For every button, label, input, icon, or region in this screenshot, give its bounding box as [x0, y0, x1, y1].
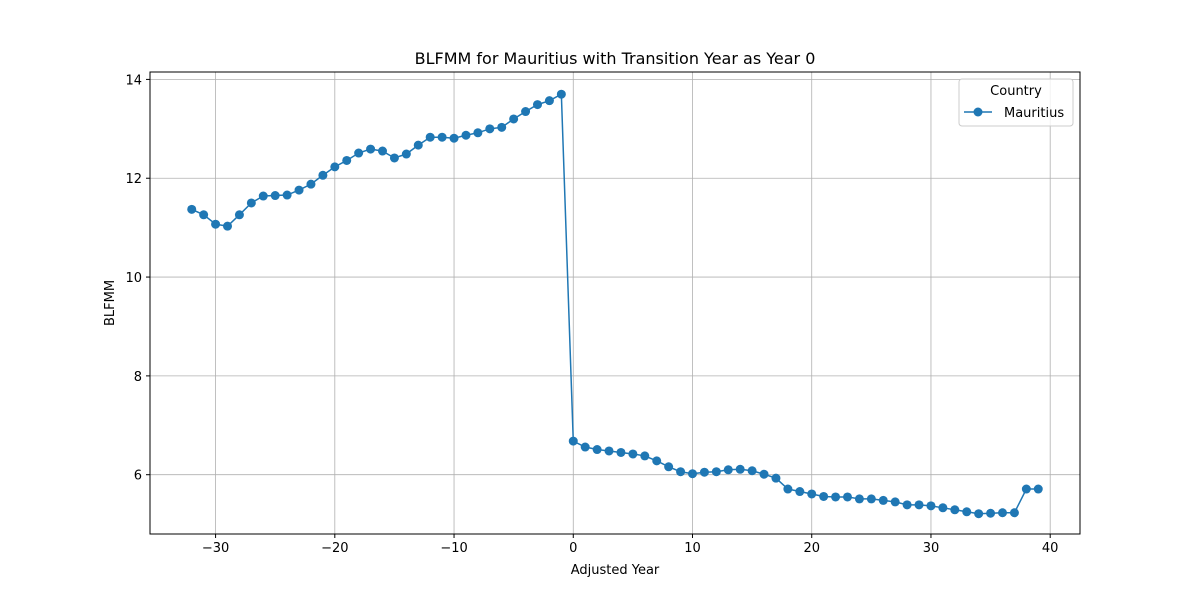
data-point [890, 497, 900, 507]
data-point [485, 124, 495, 134]
data-point [568, 436, 578, 446]
data-point [211, 219, 221, 229]
data-point [330, 162, 340, 172]
data-point [664, 462, 674, 472]
data-point [676, 467, 686, 477]
data-point [258, 191, 268, 201]
data-point [378, 146, 387, 156]
data-point [807, 489, 817, 499]
data-point [747, 466, 757, 476]
plot-frame [149, 71, 1081, 535]
data-point [759, 469, 769, 479]
data-point [521, 107, 531, 117]
data-point [628, 449, 638, 459]
data-point [413, 140, 423, 150]
x-axis-label: Adjusted Year [571, 563, 660, 578]
x-tick-label: −20 [321, 541, 348, 556]
data-point [187, 204, 197, 214]
data-point [425, 132, 435, 142]
data-point [771, 473, 781, 483]
data-point [1033, 484, 1043, 494]
series-mauritius [187, 89, 1043, 519]
data-point [270, 191, 280, 201]
data-point [819, 491, 829, 501]
data-point [640, 451, 650, 461]
data-point [914, 500, 924, 510]
data-point [580, 442, 590, 452]
data-point [604, 446, 614, 456]
data-point [902, 500, 912, 510]
x-tick-label: 20 [803, 541, 820, 556]
data-point [986, 508, 996, 518]
y-tick-label: 14 [125, 73, 142, 88]
data-point [711, 467, 721, 477]
data-point [389, 153, 399, 163]
x-tick-label: 30 [923, 541, 940, 556]
data-point [246, 198, 256, 208]
data-point [294, 185, 304, 195]
data-point [473, 128, 483, 138]
legend-box [958, 78, 1074, 127]
x-tick-label: 10 [684, 541, 701, 556]
data-point [998, 508, 1007, 518]
data-point [831, 492, 841, 502]
data-point [843, 492, 852, 502]
data-point [735, 464, 745, 474]
data-point [401, 149, 411, 159]
data-point [556, 89, 566, 99]
x-tick-label: 0 [569, 541, 577, 556]
y-tick-label: 8 [134, 370, 142, 385]
data-point [461, 130, 471, 140]
x-tick-label: 40 [1042, 541, 1059, 556]
legend: Country Mauritius [958, 78, 1074, 127]
grid [150, 72, 1080, 534]
x-tick-label: −30 [202, 541, 229, 556]
legend-title: Country [990, 84, 1042, 99]
data-point [854, 494, 864, 504]
data-point [318, 170, 328, 180]
axis-ticks: −30 −20 −10 0 10 20 30 40 6 8 10 12 14 [125, 73, 1058, 556]
data-point [592, 445, 602, 455]
legend-entry-mauritius: Mauritius [1004, 106, 1064, 121]
chart-title: BLFMM for Mauritius with Transition Year… [415, 49, 816, 68]
data-point [366, 144, 376, 154]
y-tick-label: 12 [125, 172, 142, 187]
data-point [234, 210, 244, 220]
data-point [795, 487, 805, 497]
data-point [652, 456, 662, 466]
data-point [783, 484, 793, 494]
data-point [962, 507, 972, 517]
data-point [533, 100, 542, 110]
data-point [974, 509, 984, 519]
data-point [199, 210, 209, 220]
y-tick-label: 6 [134, 469, 142, 484]
data-point [282, 190, 292, 200]
data-point [688, 469, 697, 479]
data-point [306, 179, 316, 189]
x-tick-label: −10 [440, 541, 467, 556]
y-tick-label: 10 [125, 271, 142, 286]
y-axis-label: BLFMM [103, 280, 118, 326]
legend-marker [973, 107, 983, 117]
data-point [723, 465, 733, 475]
data-point [699, 467, 709, 477]
series-line-mauritius [191, 93, 1039, 515]
data-point [866, 494, 876, 504]
data-point [354, 148, 364, 158]
data-point [926, 501, 936, 511]
data-point [449, 133, 459, 143]
data-point [509, 114, 519, 124]
data-point [938, 503, 948, 513]
data-point [1009, 508, 1019, 518]
data-point [497, 122, 507, 132]
data-point [544, 96, 554, 106]
data-point [616, 447, 626, 457]
data-point [950, 505, 960, 515]
data-point [1021, 484, 1031, 494]
data-point [223, 221, 232, 231]
data-point [342, 155, 352, 165]
data-point [437, 132, 447, 142]
data-point [878, 495, 888, 505]
